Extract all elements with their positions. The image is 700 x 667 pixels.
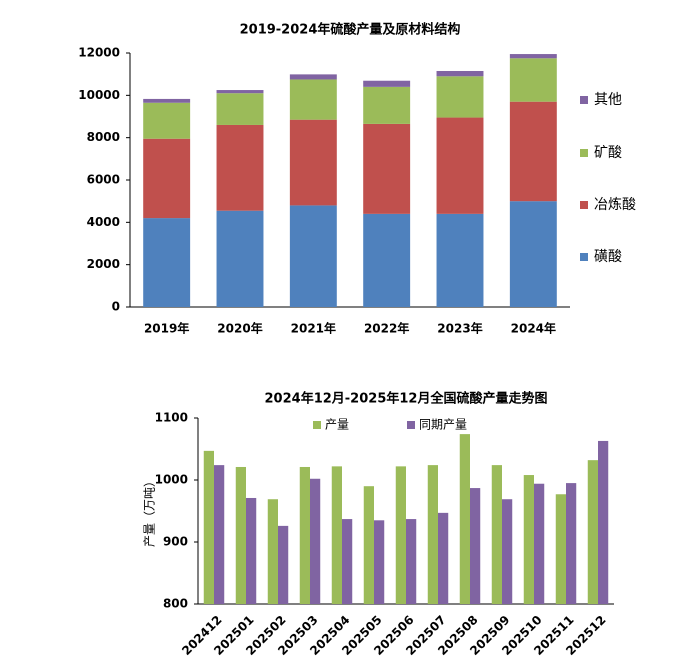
y-tick-label: 0 — [112, 300, 120, 314]
y-tick-label: 1000 — [155, 473, 188, 487]
bar — [598, 440, 609, 604]
y-tick-label: 1100 — [155, 411, 188, 425]
x-tick-label: 2020年 — [217, 321, 262, 336]
bar-segment — [143, 218, 191, 307]
bar — [491, 465, 502, 604]
legend-label: 冶炼酸 — [594, 197, 636, 213]
bar — [374, 520, 385, 604]
legend-label: 产量 — [325, 418, 349, 432]
bar-segment — [363, 123, 411, 214]
legend-label: 同期产量 — [419, 418, 467, 432]
bar — [587, 460, 598, 604]
bar-segment — [289, 79, 337, 120]
legend-swatch — [407, 421, 415, 429]
bar — [331, 466, 342, 604]
legend-swatch — [580, 201, 588, 209]
y-tick-label: 4000 — [87, 215, 120, 229]
bar — [406, 519, 417, 604]
bar — [235, 466, 246, 604]
y-tick-label: 10000 — [78, 88, 120, 102]
bar-segment — [289, 119, 337, 206]
legend-swatch — [313, 421, 321, 429]
bar — [555, 494, 566, 604]
x-tick-label: 2022年 — [364, 321, 409, 336]
bar-segment — [509, 58, 557, 102]
y-tick-label: 12000 — [78, 46, 120, 60]
bar-segment — [363, 86, 411, 124]
y-tick-label: 2000 — [87, 257, 120, 271]
bar-segment — [436, 117, 484, 214]
bar — [299, 466, 310, 604]
bar-segment — [436, 213, 484, 307]
y-tick-label: 800 — [163, 597, 188, 611]
chart-title: 2024年12月-2025年12月全国硫酸产量走势图 — [265, 391, 548, 407]
y-tick-label: 900 — [163, 535, 188, 549]
legend-swatch — [580, 149, 588, 157]
bar-segment — [289, 74, 337, 80]
bar-segment — [216, 124, 264, 211]
bar — [502, 499, 513, 604]
y-axis-label: 产量（万吨） — [143, 475, 157, 547]
bar-segment — [143, 138, 191, 219]
bar — [438, 512, 449, 604]
bar — [278, 525, 289, 604]
y-tick-label: 8000 — [87, 130, 120, 144]
bar — [214, 465, 225, 604]
bar-segment — [509, 54, 557, 59]
bar-segment — [436, 70, 484, 77]
y-tick-label: 6000 — [87, 173, 120, 187]
bar — [470, 488, 481, 604]
bar — [566, 483, 577, 604]
bar-segment — [143, 102, 191, 139]
bar — [427, 465, 438, 604]
bar-segment — [143, 98, 191, 103]
x-tick-label: 2023年 — [437, 321, 482, 336]
bar-segment — [216, 210, 264, 307]
legend-label: 磺酸 — [594, 249, 622, 265]
bar — [523, 475, 534, 604]
bar — [395, 466, 406, 604]
x-tick-label: 2019年 — [144, 321, 189, 336]
bar — [534, 483, 545, 604]
legend-label: 其他 — [594, 92, 622, 108]
bar-segment — [436, 76, 484, 118]
bar-segment — [289, 205, 337, 307]
bar — [310, 478, 321, 604]
bar-segment — [363, 213, 411, 307]
bar — [203, 450, 214, 604]
legend-label: 矿酸 — [594, 145, 622, 161]
bar — [246, 497, 257, 604]
legend-swatch — [580, 96, 588, 104]
bar — [363, 486, 374, 604]
bar-segment — [363, 80, 411, 87]
x-tick-label: 2024年 — [511, 321, 556, 336]
bar — [459, 434, 470, 604]
x-tick-label: 2021年 — [291, 321, 336, 336]
bar-segment — [509, 101, 557, 202]
bar-segment — [216, 93, 264, 125]
bar — [267, 499, 278, 604]
legend-swatch — [580, 253, 588, 261]
bar-segment — [509, 201, 557, 307]
chart-title: 2019-2024年硫酸产量及原材料结构 — [240, 22, 461, 38]
bar — [342, 519, 353, 604]
bar-segment — [216, 90, 264, 94]
